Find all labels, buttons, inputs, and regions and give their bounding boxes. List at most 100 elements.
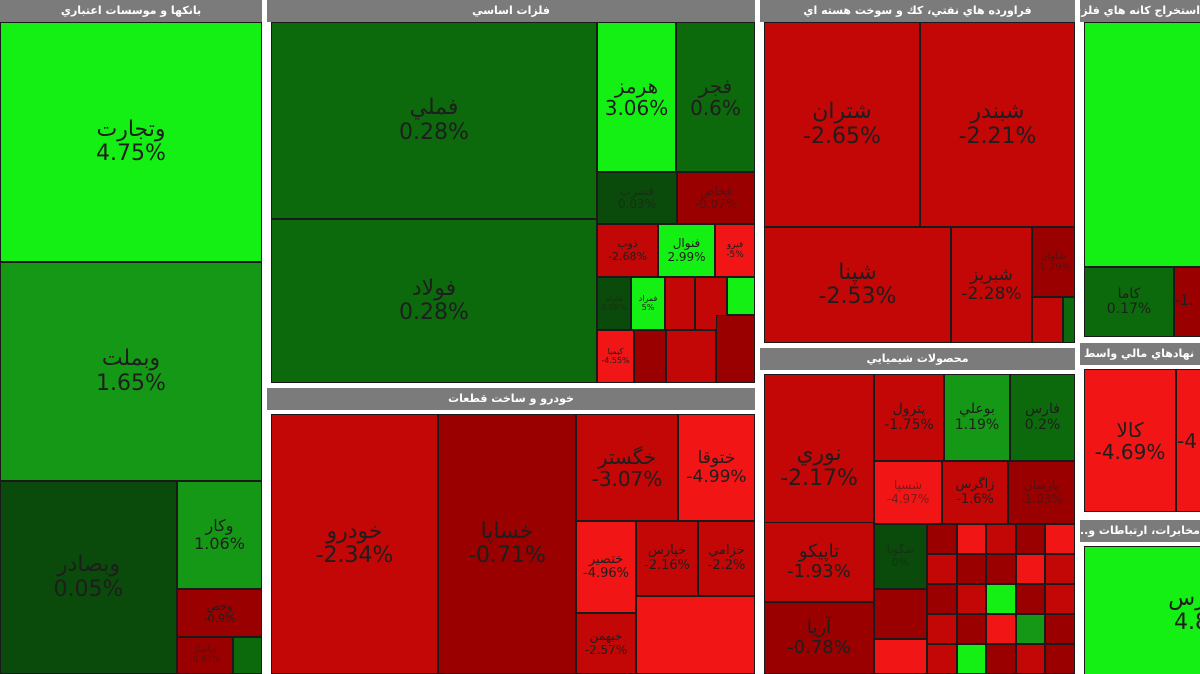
small-stock-tile[interactable] — [956, 554, 987, 584]
stock-tile[interactable]: بوعلي 1.19% — [944, 374, 1010, 461]
stock-tile[interactable]: وتجارت 4.75% — [0, 22, 262, 262]
stock-tile[interactable]: فيرو -5% — [715, 224, 755, 277]
stock-tile[interactable]: فارس 4.88 — [1084, 546, 1200, 674]
stock-tile[interactable]: فملي 0.28% — [271, 22, 597, 219]
stock-tile[interactable] — [666, 330, 716, 383]
stock-change: -0.07% — [694, 197, 738, 211]
stock-tile[interactable]: كالا -4.69% — [1084, 369, 1176, 512]
small-stock-tile[interactable] — [1045, 584, 1075, 614]
panel-title: محصولات شيميايي — [760, 348, 1075, 370]
stock-tile[interactable]: وبملت 1.65% — [0, 262, 262, 481]
stock-tile[interactable]: فجر 0.6% — [676, 22, 755, 172]
stock-name: ذوب — [617, 237, 638, 251]
small-stock-tile[interactable] — [1015, 584, 1046, 614]
stock-tile[interactable] — [727, 277, 755, 315]
stock-tile[interactable]: تاپيكو -1.93% — [764, 522, 874, 602]
panel-title: فلزات اساسي — [267, 0, 755, 22]
stock-tile[interactable]: خبهمن -2.57% — [576, 613, 636, 674]
small-stock-tile[interactable] — [927, 524, 957, 554]
small-stock-tile[interactable] — [956, 584, 987, 614]
stock-tile[interactable]: آريا -0.78% — [764, 602, 874, 674]
stock-tile[interactable]: پترول -1.75% — [874, 374, 944, 461]
stock-tile[interactable]: فولاد 0.28% — [271, 219, 597, 383]
stock-tile[interactable]: زاگرس -1.6% — [942, 461, 1008, 524]
small-stock-tile[interactable] — [986, 584, 1016, 614]
stock-name: نوري — [796, 441, 842, 467]
small-stock-tile[interactable] — [927, 644, 957, 674]
stock-tile[interactable] — [233, 637, 262, 674]
small-stock-tile[interactable] — [986, 554, 1016, 584]
stock-tile[interactable]: وكار 1.06% — [177, 481, 262, 589]
small-stock-tile[interactable] — [1015, 644, 1046, 674]
stock-tile[interactable]: خگستر -3.07% — [576, 414, 678, 521]
stock-tile[interactable]: 4 — [1084, 22, 1200, 267]
stock-tile[interactable]: خپارس -2.16% — [636, 521, 698, 596]
small-stock-tile[interactable] — [1045, 554, 1075, 584]
stock-tile[interactable] — [716, 315, 755, 383]
small-stock-tile[interactable] — [1045, 614, 1075, 644]
stock-tile[interactable]: پارسان -1.03% — [1008, 461, 1075, 524]
stock-tile[interactable] — [1063, 297, 1075, 343]
stock-tile[interactable] — [874, 639, 927, 674]
small-stock-tile[interactable] — [956, 644, 987, 674]
stock-tile[interactable]: شبريز -2.28% — [951, 227, 1032, 343]
stock-tile[interactable]: فخاص -0.07% — [677, 172, 755, 224]
stock-tile[interactable]: شگويا 0% — [874, 524, 927, 589]
stock-tile[interactable]: فنوال 2.99% — [658, 224, 715, 277]
small-stock-tile[interactable] — [956, 524, 987, 554]
stock-tile[interactable] — [1032, 297, 1063, 343]
stock-change: -2.34% — [315, 543, 394, 568]
panel-body: وتجارت 4.75% وبملت 1.65% وبصادر 0.05% وك… — [0, 22, 262, 674]
stock-change: -1. — [1175, 293, 1194, 310]
small-stock-tile[interactable] — [927, 554, 957, 584]
small-stock-tile[interactable] — [1015, 524, 1046, 554]
stock-tile[interactable]: شاوان -1.29% — [1032, 227, 1075, 297]
stock-tile[interactable]: وپاسار -0.41% — [177, 637, 233, 674]
small-stock-tile[interactable] — [1015, 614, 1046, 644]
stock-tile[interactable]: شسپا -4.97% — [874, 461, 942, 524]
stock-tile[interactable]: فلوله 0.08% — [597, 277, 631, 330]
stock-tile[interactable] — [636, 596, 755, 674]
panel-telecom: مخابرات، ارتباطات و... فارس 4.88 — [1080, 520, 1200, 674]
stock-change: 1.65% — [96, 370, 166, 396]
small-stock-tile[interactable] — [927, 614, 957, 644]
stock-tile[interactable]: وبصادر 0.05% — [0, 481, 177, 674]
stock-tile[interactable]: شبندر -2.21% — [920, 22, 1075, 227]
stock-tile[interactable] — [634, 330, 666, 383]
small-stock-tile[interactable] — [1045, 644, 1075, 674]
stock-tile[interactable]: وخص -0.9% — [177, 589, 262, 637]
stock-tile[interactable]: فارس 0.2% — [1010, 374, 1075, 461]
stock-tile[interactable]: فسرب 0.03% — [597, 172, 677, 224]
small-stock-tile[interactable] — [986, 524, 1016, 554]
stock-tile[interactable]: فمراد 5% — [631, 277, 665, 330]
stock-change: 5% — [641, 302, 655, 312]
small-stock-tile[interactable] — [956, 614, 987, 644]
small-stock-tile[interactable] — [1045, 524, 1075, 554]
small-stock-tile[interactable] — [1015, 554, 1046, 584]
stock-tile[interactable]: كاما 0.17% — [1084, 267, 1174, 337]
small-stock-tile[interactable] — [927, 584, 957, 614]
stock-name: فملي — [409, 95, 459, 121]
stock-tile[interactable]: -4 — [1176, 369, 1200, 512]
small-stock-tile[interactable] — [986, 644, 1016, 674]
stock-tile[interactable]: هرمز 3.06% — [597, 22, 676, 172]
stock-tile[interactable]: خزامي -2.2% — [698, 521, 755, 596]
small-stock-tile[interactable] — [986, 614, 1016, 644]
stock-tile[interactable]: خساپا -0.71% — [438, 414, 576, 674]
stock-change: -2.21% — [958, 123, 1037, 149]
stock-tile[interactable]: -1. — [1174, 267, 1200, 337]
stock-name: وتجارت — [96, 116, 166, 142]
stock-tile[interactable] — [874, 589, 927, 639]
stock-change: -4.99% — [686, 466, 747, 487]
stock-tile[interactable]: ذوب -2.68% — [597, 224, 658, 277]
stock-tile[interactable]: شپنا -2.53% — [764, 227, 951, 343]
stock-tile[interactable]: ختصير -4.96% — [576, 521, 636, 613]
panel-body: كالا -4.69% -4 — [1080, 365, 1200, 515]
stock-tile[interactable]: شتران -2.65% — [764, 22, 920, 227]
stock-tile[interactable] — [665, 277, 695, 330]
stock-tile[interactable]: خودرو -2.34% — [271, 414, 438, 674]
stock-tile[interactable]: كيميا -4.55% — [597, 330, 634, 383]
stock-name: فنوال — [672, 236, 701, 251]
stock-tile[interactable]: ختوقا -4.99% — [678, 414, 755, 521]
stock-name: خساپا — [480, 518, 534, 544]
